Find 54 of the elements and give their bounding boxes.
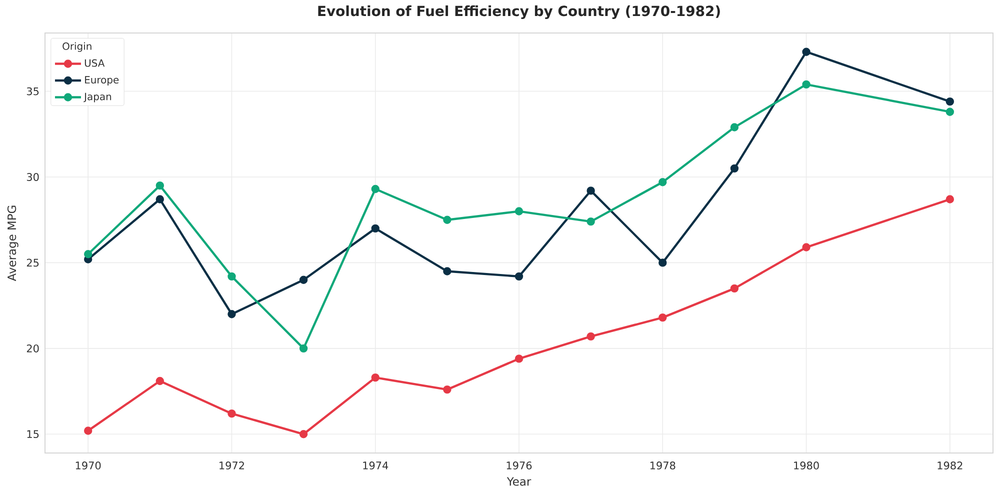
legend-title: Origin: [62, 42, 92, 52]
point: [514, 272, 524, 281]
point: [946, 195, 954, 204]
point: [658, 258, 667, 267]
point: [658, 178, 667, 186]
x-tick-label: 1978: [650, 462, 676, 470]
point: [299, 430, 308, 438]
point: [371, 373, 380, 382]
point: [156, 195, 164, 204]
x-tick-label: 1980: [794, 462, 819, 470]
y-tick-label: 35: [26, 87, 39, 96]
point: [730, 164, 739, 173]
point: [228, 310, 236, 318]
point: [443, 216, 452, 224]
point: [586, 186, 595, 195]
y-tick-label: 25: [26, 258, 39, 267]
point: [443, 385, 452, 394]
point: [802, 243, 810, 252]
x-tick-label: 1982: [938, 462, 962, 470]
chart-title: Evolution of Fuel Efficiency by Country (1970-1982): [318, 5, 720, 20]
y-tick-label: 15: [27, 430, 39, 438]
point: [84, 426, 92, 435]
point: [946, 97, 954, 106]
y-tick-label: 30: [26, 173, 39, 181]
point: [156, 181, 164, 190]
point: [514, 207, 524, 216]
point: [730, 123, 739, 132]
point: [443, 267, 452, 276]
legend-label: USA: [84, 59, 105, 67]
x-axis-title: Year: [506, 477, 532, 486]
point: [156, 376, 164, 386]
point: [84, 250, 92, 258]
point: [802, 48, 810, 56]
x-tick-label: 1972: [220, 462, 244, 470]
point: [802, 80, 810, 89]
point: [946, 108, 954, 116]
point: [371, 184, 380, 194]
x-tick-label: 1976: [506, 462, 532, 470]
point: [299, 276, 308, 284]
legend-label: Japan: [84, 92, 112, 102]
legend-label: Europe: [85, 76, 119, 86]
point: [228, 272, 236, 281]
point: [586, 332, 595, 341]
y-axis-title: Average MPG: [7, 206, 18, 282]
y-tick-label: 20: [26, 344, 39, 352]
point: [586, 217, 595, 226]
x-tick-label: 1970: [76, 462, 101, 470]
point: [228, 409, 236, 418]
point: [514, 354, 524, 363]
point: [658, 313, 667, 322]
x-tick-label: 1974: [363, 462, 388, 470]
point: [730, 284, 739, 293]
point: [371, 224, 380, 233]
point: [299, 344, 308, 353]
